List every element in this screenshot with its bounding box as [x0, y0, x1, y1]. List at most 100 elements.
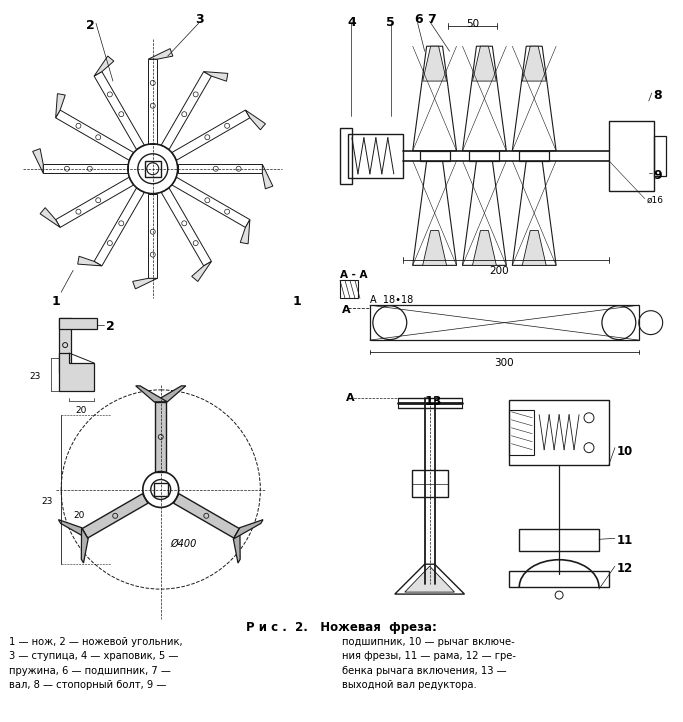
Bar — [370, 305, 639, 340]
Polygon shape — [148, 48, 173, 59]
Bar — [469, 151, 499, 161]
Polygon shape — [94, 71, 144, 149]
Bar — [654, 136, 666, 175]
Polygon shape — [136, 386, 167, 402]
Text: 20: 20 — [75, 406, 87, 415]
Polygon shape — [462, 161, 506, 266]
Polygon shape — [94, 56, 114, 76]
Polygon shape — [133, 278, 157, 289]
Polygon shape — [522, 230, 546, 266]
Polygon shape — [192, 261, 212, 282]
Text: 1: 1 — [51, 295, 60, 308]
Polygon shape — [204, 71, 228, 82]
Text: A  18•18: A 18•18 — [370, 295, 413, 305]
Text: пружина, 6 — подшипник, 7 —: пружина, 6 — подшипник, 7 — — [10, 666, 171, 676]
Text: 2: 2 — [86, 19, 95, 32]
Polygon shape — [161, 188, 212, 266]
Text: выходной вал редуктора.: выходной вал редуктора. — [342, 680, 477, 690]
Text: бенка рычага включения, 13 —: бенка рычага включения, 13 — — [342, 666, 507, 676]
Polygon shape — [473, 46, 497, 81]
Polygon shape — [78, 256, 102, 266]
Polygon shape — [59, 520, 88, 539]
Text: 6: 6 — [415, 13, 423, 26]
Polygon shape — [148, 59, 157, 144]
Text: 7: 7 — [427, 13, 435, 26]
Text: Ø400: Ø400 — [171, 539, 197, 549]
Polygon shape — [245, 110, 266, 130]
Text: 50: 50 — [466, 19, 479, 30]
Polygon shape — [154, 386, 186, 402]
Bar — [419, 151, 449, 161]
Polygon shape — [155, 402, 166, 471]
Polygon shape — [405, 566, 455, 592]
Text: ø16: ø16 — [647, 196, 664, 204]
Text: Р и с .  2.   Ножевая  фреза:: Р и с . 2. Ножевая фреза: — [246, 621, 436, 634]
Bar — [145, 161, 161, 177]
Polygon shape — [234, 520, 263, 539]
Polygon shape — [172, 110, 250, 160]
Bar — [59, 318, 71, 373]
Text: A: A — [342, 305, 350, 316]
Polygon shape — [473, 230, 497, 266]
Polygon shape — [423, 230, 447, 266]
Text: 1: 1 — [292, 295, 301, 308]
Text: 2: 2 — [106, 320, 115, 333]
Text: 4: 4 — [347, 17, 356, 30]
Bar — [510, 571, 609, 587]
Polygon shape — [148, 193, 157, 278]
Polygon shape — [55, 178, 133, 227]
Polygon shape — [234, 528, 240, 563]
Polygon shape — [512, 46, 556, 151]
Text: 3 — ступица, 4 — храповик, 5 —: 3 — ступица, 4 — храповик, 5 — — [10, 651, 179, 661]
Polygon shape — [262, 165, 273, 189]
Polygon shape — [55, 94, 66, 118]
Bar — [510, 400, 609, 464]
Text: 20: 20 — [73, 511, 85, 521]
Bar — [412, 469, 447, 497]
Bar — [348, 134, 403, 178]
Polygon shape — [55, 110, 133, 160]
Text: 9: 9 — [654, 169, 663, 182]
Polygon shape — [173, 494, 239, 538]
Text: подшипник, 10 — рычаг включе-: подшипник, 10 — рычаг включе- — [342, 637, 515, 647]
Polygon shape — [40, 208, 60, 227]
Bar — [519, 151, 549, 161]
Bar — [510, 410, 534, 455]
Polygon shape — [161, 71, 212, 149]
Polygon shape — [172, 178, 250, 227]
Polygon shape — [462, 46, 506, 151]
Bar — [340, 128, 352, 183]
Polygon shape — [33, 149, 43, 173]
Text: 1 — нож, 2 — ножевой угольник,: 1 — нож, 2 — ножевой угольник, — [10, 637, 183, 647]
Text: 200: 200 — [490, 266, 509, 277]
Polygon shape — [413, 46, 456, 151]
Text: A: A — [346, 393, 354, 403]
Polygon shape — [81, 528, 88, 563]
Bar — [519, 529, 599, 552]
Bar — [340, 280, 358, 298]
Text: ния фрезы, 11 — рама, 12 — гре-: ния фрезы, 11 — рама, 12 — гре- — [342, 651, 516, 661]
Polygon shape — [240, 219, 250, 244]
Polygon shape — [59, 353, 94, 391]
Bar — [59, 318, 97, 329]
Text: 5: 5 — [386, 17, 395, 30]
Polygon shape — [43, 165, 128, 173]
Polygon shape — [395, 564, 464, 594]
Polygon shape — [522, 46, 546, 81]
Text: вал, 8 — стопорный болт, 9 —: вал, 8 — стопорный болт, 9 — — [10, 680, 167, 690]
Text: 23: 23 — [30, 373, 41, 381]
Text: 8: 8 — [654, 89, 663, 102]
Text: 10: 10 — [617, 445, 633, 458]
Text: 300: 300 — [494, 358, 514, 368]
Polygon shape — [423, 46, 447, 81]
Polygon shape — [94, 188, 144, 266]
Text: 3: 3 — [195, 13, 204, 26]
Bar — [154, 482, 168, 497]
Text: 12: 12 — [617, 562, 633, 575]
Text: 23: 23 — [42, 497, 53, 506]
Text: 13: 13 — [425, 395, 442, 408]
Polygon shape — [512, 161, 556, 266]
Text: A - A: A - A — [340, 270, 367, 280]
Bar — [609, 121, 654, 191]
Polygon shape — [82, 494, 148, 538]
